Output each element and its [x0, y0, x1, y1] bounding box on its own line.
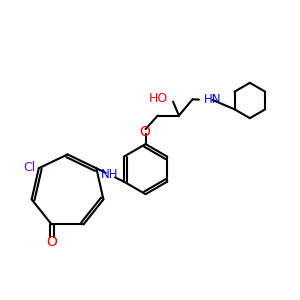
Text: NH: NH — [101, 169, 119, 182]
Text: O: O — [46, 235, 57, 249]
Text: HN: HN — [204, 93, 222, 106]
Text: Cl: Cl — [23, 161, 35, 174]
Text: O: O — [140, 125, 150, 139]
Text: HO: HO — [149, 92, 168, 105]
